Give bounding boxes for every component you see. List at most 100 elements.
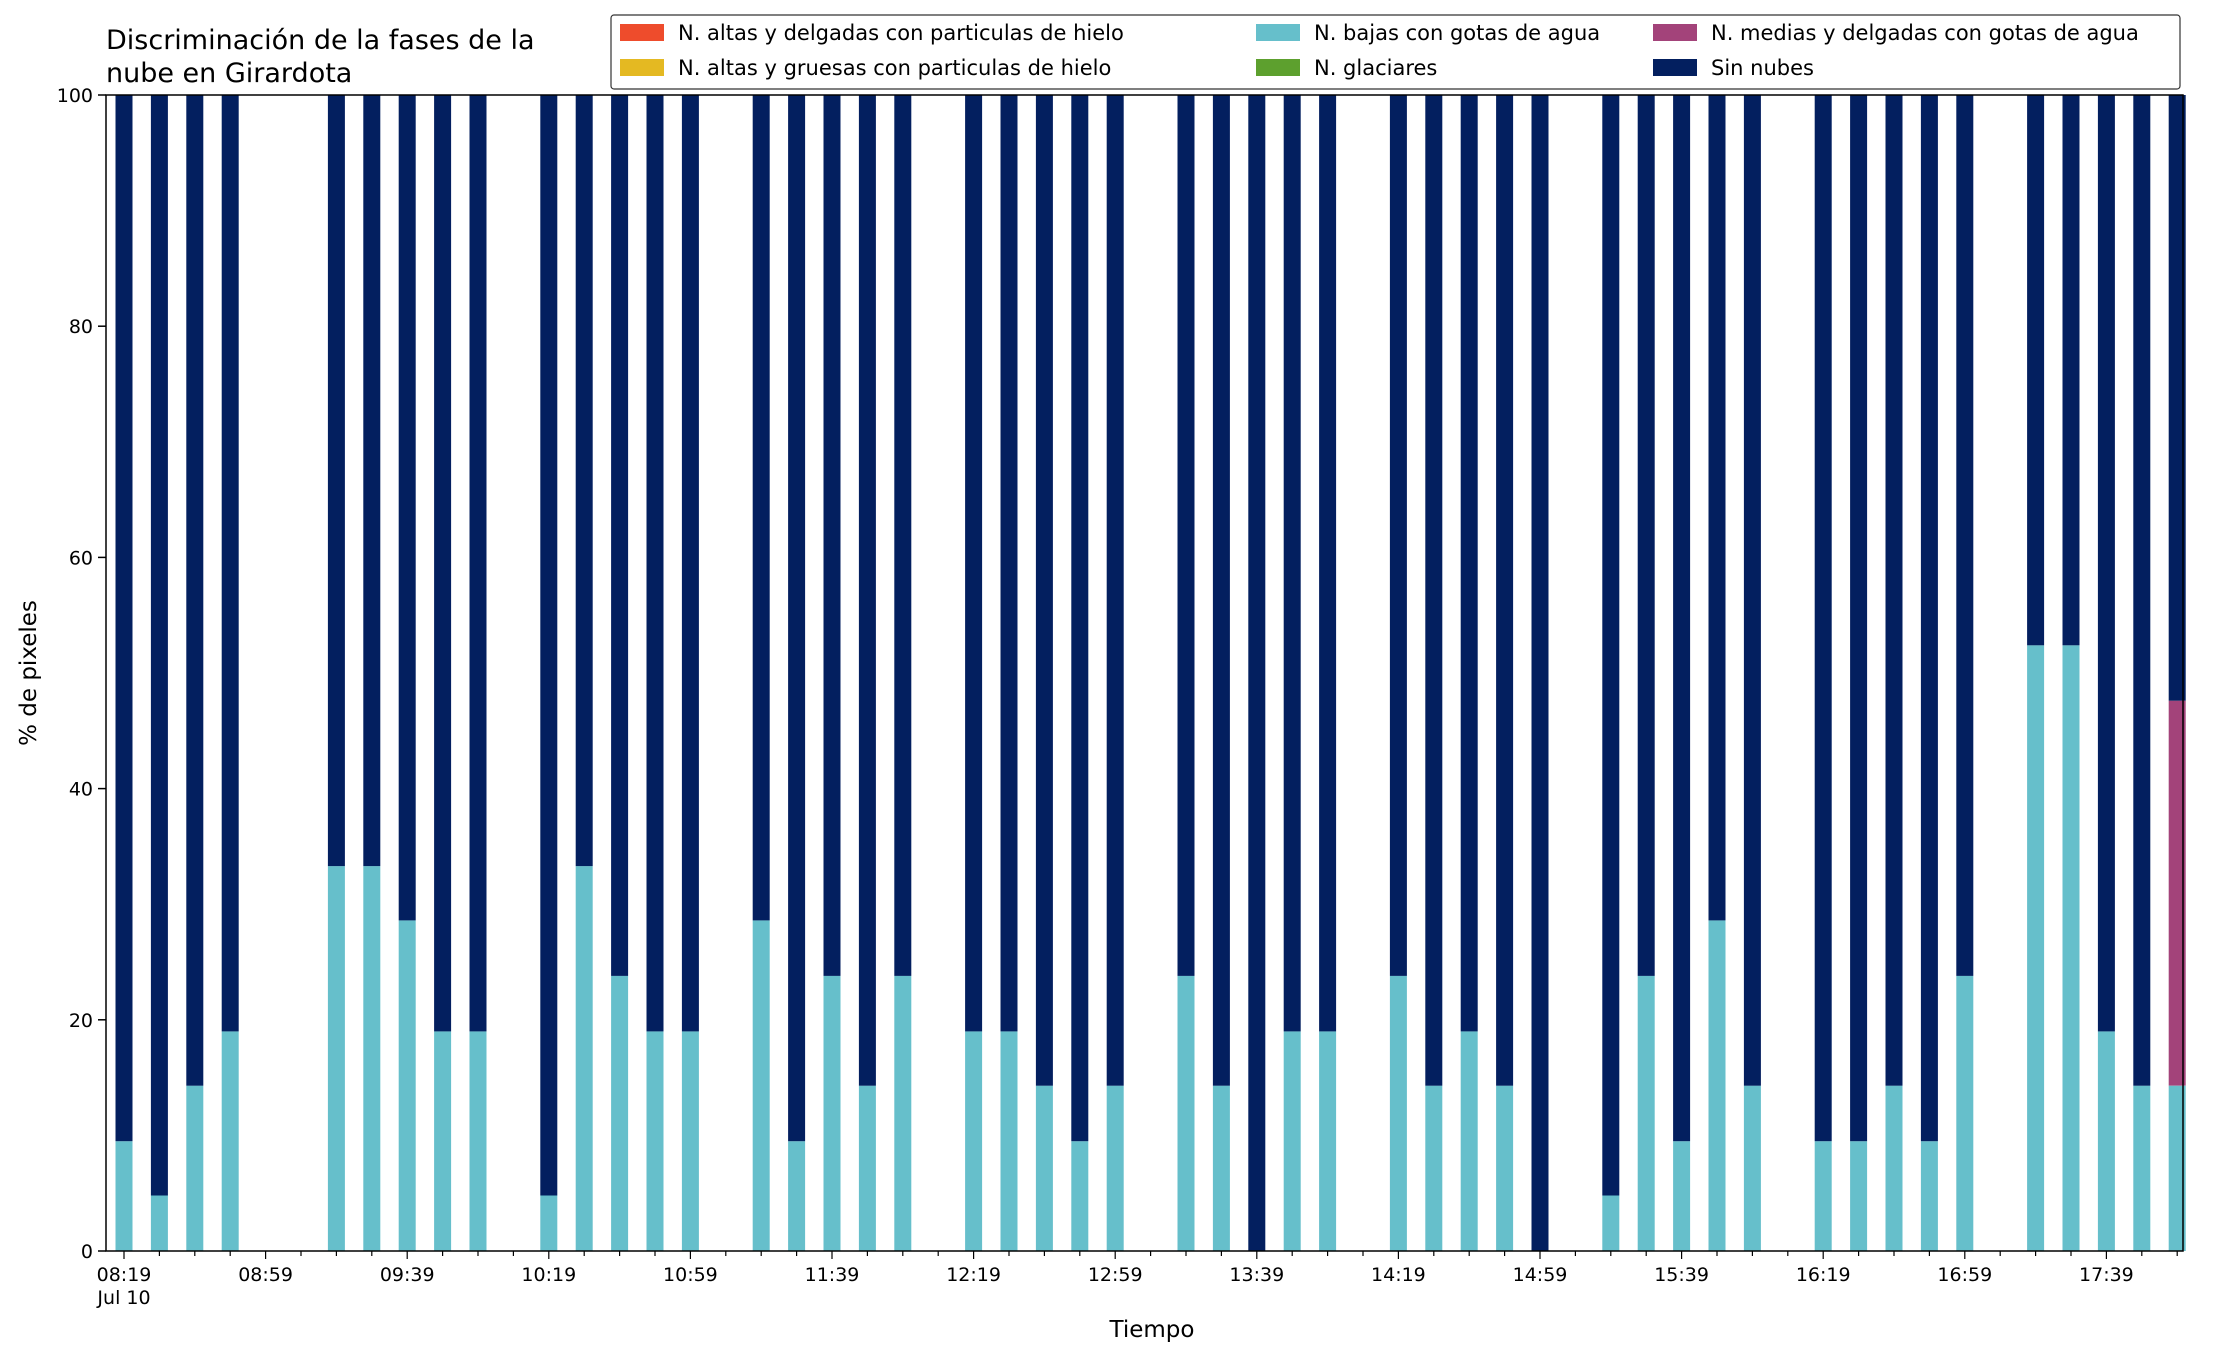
bar-segment-2-33 (1283, 1031, 1301, 1251)
bar-segment-5-34 (1319, 95, 1337, 1032)
y-tick-label: 60 (69, 547, 93, 569)
legend-label-2: N. bajas con gotas de agua (1314, 21, 1600, 45)
bar-segment-5-12 (540, 95, 558, 1196)
bar-segment-5-37 (1425, 95, 1443, 1086)
bar-segment-2-15 (646, 1031, 664, 1251)
bar-segment-2-55 (2062, 645, 2080, 1251)
bar-segment-5-30 (1177, 95, 1195, 976)
bar-segment-5-14 (611, 95, 629, 976)
legend-swatch-1 (620, 59, 664, 76)
legend-label-1: N. altas y gruesas con particulas de hie… (678, 56, 1111, 80)
bar-segment-5-3 (221, 95, 239, 1032)
legend-swatch-3 (1256, 59, 1300, 76)
bar-segment-5-33 (1283, 95, 1301, 1032)
bar-segment-5-46 (1743, 95, 1761, 1086)
x-tick-label: 10:59 (663, 1264, 718, 1286)
legend-swatch-5 (1653, 59, 1697, 76)
y-tick-label: 0 (81, 1241, 93, 1263)
bar-segment-2-50 (1885, 1085, 1903, 1251)
y-tick-label: 80 (69, 316, 93, 338)
bar-segment-4-58 (2168, 700, 2186, 1086)
bar-segment-5-36 (1389, 95, 1407, 976)
chart-title-line-2: nube en Girardota (106, 58, 352, 89)
bar-segment-5-16 (681, 95, 699, 1032)
bar-segment-5-22 (894, 95, 912, 976)
bar-segment-2-31 (1212, 1085, 1230, 1251)
bar-segment-5-9 (434, 95, 452, 1032)
bar-segment-5-1 (150, 95, 168, 1196)
bar-segment-5-0 (115, 95, 133, 1142)
bar-segment-5-20 (823, 95, 841, 976)
legend-swatch-0 (620, 24, 664, 41)
bar-segment-2-51 (1920, 1141, 1938, 1251)
x-tick-label: 13:39 (1229, 1264, 1284, 1286)
legend-label-0: N. altas y delgadas con particulas de hi… (678, 21, 1124, 45)
bar-segment-5-39 (1496, 95, 1514, 1086)
bar-segment-2-13 (575, 866, 593, 1251)
bar-segment-2-27 (1071, 1141, 1089, 1251)
bar-segment-2-28 (1106, 1085, 1124, 1251)
bar-segment-2-25 (1000, 1031, 1018, 1251)
bar-segment-2-34 (1319, 1031, 1337, 1251)
y-tick-label: 40 (69, 779, 93, 801)
bar-segment-2-18 (752, 920, 770, 1251)
bar-segment-5-24 (965, 95, 983, 1032)
bar-segment-2-3 (221, 1031, 239, 1251)
bar-segment-2-9 (434, 1031, 452, 1251)
bar-segment-2-21 (858, 1085, 876, 1251)
bar-segment-5-51 (1920, 95, 1938, 1142)
x-tick-label: 08:19 (97, 1264, 152, 1286)
bar-segment-5-42 (1602, 95, 1620, 1196)
bar-segment-2-26 (1035, 1085, 1053, 1251)
bar-segment-2-45 (1708, 920, 1726, 1251)
y-tick-label: 100 (57, 85, 93, 107)
bar-segment-5-58 (2168, 95, 2186, 701)
bar-segment-5-40 (1531, 95, 1549, 1251)
y-axis-label: % de pixeles (16, 600, 42, 746)
bar-segment-2-19 (788, 1141, 806, 1251)
bar-segment-2-48 (1814, 1141, 1832, 1251)
chart-title: Discriminación de la fases de la (106, 25, 535, 56)
bar-segment-2-46 (1743, 1085, 1761, 1251)
bar-segment-5-38 (1460, 95, 1478, 1032)
bar-segment-2-56 (2097, 1031, 2115, 1251)
bar-segment-2-8 (398, 920, 416, 1251)
legend-label-3: N. glaciares (1314, 56, 1437, 80)
x-tick-label: 16:19 (1796, 1264, 1851, 1286)
bar-segment-2-10 (469, 1031, 487, 1251)
x-tick-label: 08:59 (238, 1264, 293, 1286)
x-tick-label: 09:39 (380, 1264, 435, 1286)
bar-segment-5-26 (1035, 95, 1053, 1086)
bar-segment-5-2 (186, 95, 204, 1086)
bar-segment-2-43 (1637, 975, 1655, 1251)
x-tick-label: 17:39 (2079, 1264, 2134, 1286)
bar-segment-5-44 (1673, 95, 1691, 1142)
bar-segment-2-30 (1177, 975, 1195, 1251)
bar-segment-2-2 (186, 1085, 204, 1251)
bar-segment-5-52 (1956, 95, 1974, 976)
x-tick-label: 14:59 (1513, 1264, 1568, 1286)
x-tick-label: 12:19 (946, 1264, 1001, 1286)
bar-segment-5-31 (1212, 95, 1230, 1086)
bar-segment-5-7 (363, 95, 381, 867)
x-date-label: Jul 10 (96, 1287, 150, 1309)
legend-frame (610, 14, 2181, 90)
bar-segment-2-54 (2027, 645, 2045, 1251)
bar-segment-5-10 (469, 95, 487, 1032)
x-tick-label: 11:39 (805, 1264, 860, 1286)
bar-segment-2-1 (150, 1195, 168, 1251)
bar-segment-5-32 (1248, 95, 1266, 1251)
bar-segment-2-0 (115, 1141, 133, 1251)
bar-segment-5-57 (2133, 95, 2151, 1086)
bar-segment-5-13 (575, 95, 593, 867)
bar-segment-2-7 (363, 866, 381, 1251)
bar-segment-2-16 (681, 1031, 699, 1251)
x-tick-label: 15:39 (1654, 1264, 1709, 1286)
bar-segment-2-14 (611, 975, 629, 1251)
bar-segment-5-25 (1000, 95, 1018, 1032)
bar-segment-5-6 (327, 95, 345, 867)
bar-segment-2-24 (965, 1031, 983, 1251)
y-tick-label: 20 (69, 1010, 93, 1032)
bar-segment-5-56 (2097, 95, 2115, 1032)
